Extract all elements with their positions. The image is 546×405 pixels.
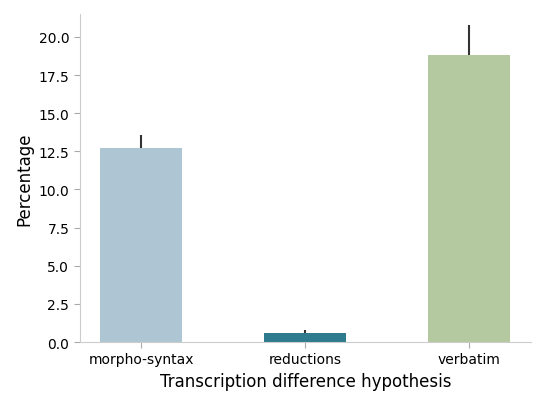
- X-axis label: Transcription difference hypothesis: Transcription difference hypothesis: [159, 372, 451, 390]
- Bar: [429, 56, 511, 342]
- Y-axis label: Percentage: Percentage: [15, 132, 33, 225]
- Bar: [264, 333, 346, 342]
- Bar: [100, 149, 182, 342]
